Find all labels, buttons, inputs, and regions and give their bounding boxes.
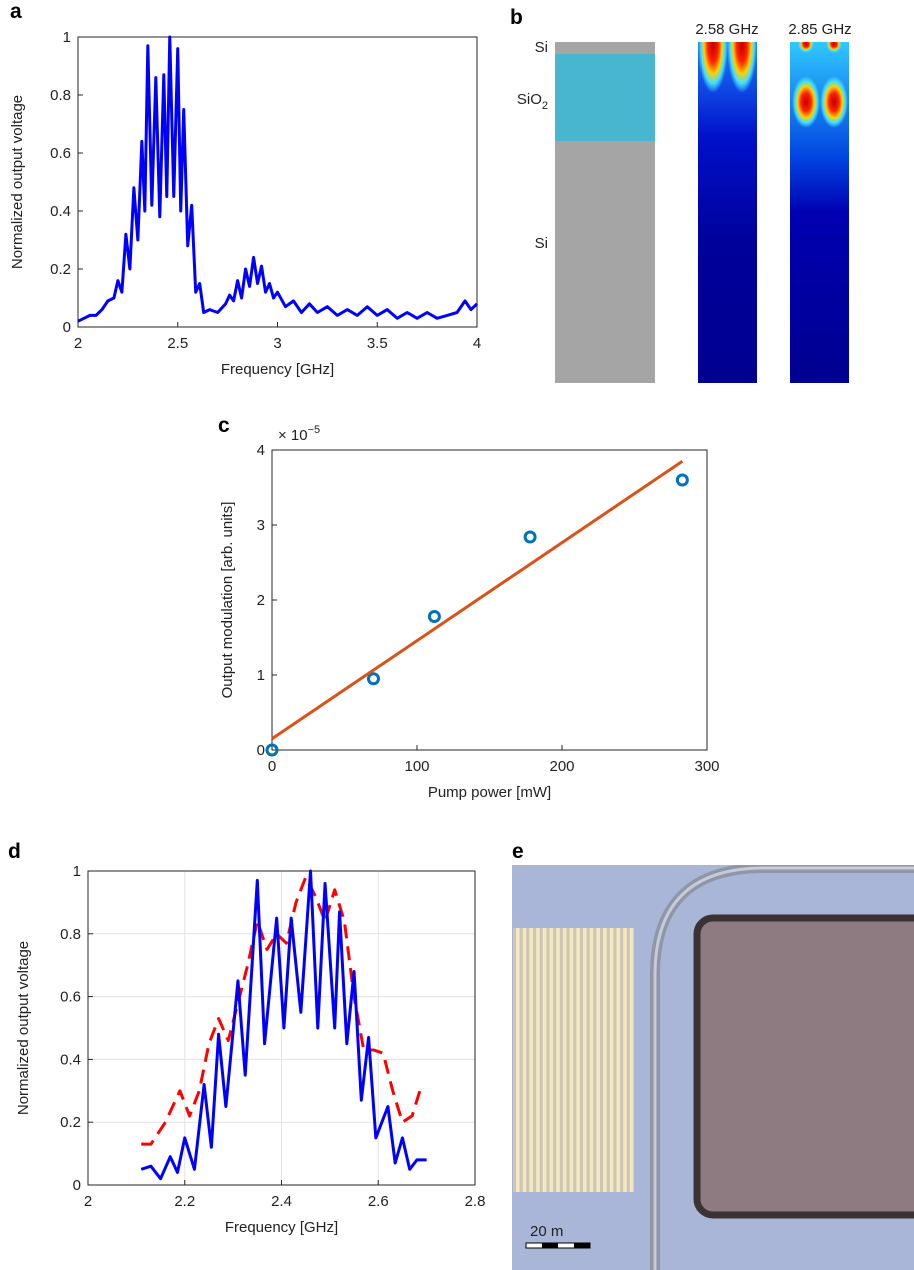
ring [653,866,914,1270]
data-point [523,530,537,544]
x-tick-label: 2 [74,335,82,352]
multiplier-base: × 10 [278,427,308,444]
finger [589,928,594,1192]
pad [693,914,914,1219]
data-point [675,473,689,487]
scale-bar [542,1243,558,1248]
mode-plot [790,42,849,383]
layer-label: SiO2 [517,91,548,112]
si-top-layer [555,42,655,54]
y-tick-label: 1 [73,863,81,880]
finger [549,928,554,1192]
panel-label: b [510,6,523,29]
layer-label: Si [535,39,548,56]
data-point [265,743,279,757]
finger [623,928,627,1192]
finger [629,928,634,1192]
axes-frame [271,449,708,751]
y-tick-label: 0.8 [60,926,81,943]
data-point [367,672,380,686]
finger [516,928,520,1192]
y-axis-label: Output modulation [arb. units] [219,502,236,699]
finger [536,928,540,1192]
finger [529,928,533,1192]
y-tick-label: 0.6 [60,989,81,1006]
x-tick-label: 2.6 [368,1193,389,1210]
axes-frame [87,870,476,1186]
finger [576,928,580,1192]
x-axis-label: Frequency [GHz] [221,361,334,378]
x-tick-label: 2.2 [174,1193,195,1210]
y-tick-label: 0.6 [50,145,71,162]
finger [596,928,600,1192]
y-tick-label: 1 [257,667,265,684]
layer-label-subscript: 2 [542,100,548,112]
scale-bar [574,1243,590,1248]
plot-area [78,37,477,327]
finger [609,928,614,1192]
panel-b: b Si SiO2 Si 2.58 GHz 2.85 GHz [510,6,852,383]
plot-area [272,450,707,750]
finger [542,928,547,1192]
panel-label: d [8,840,21,863]
y-tick-label: 3 [257,517,265,534]
y-axis-label: Normalized output voltage [9,95,26,269]
x-axis-label: Pump power [mW] [428,784,551,801]
x-tick-label: 0 [268,758,276,775]
x-tick-label: 2.8 [465,1193,486,1210]
x-tick-label: 3 [273,335,281,352]
y-tick-label: 0.2 [50,261,71,278]
si-substrate [555,141,655,383]
finger [562,928,567,1192]
x-tick-label: 2 [84,1193,92,1210]
data-line [77,35,479,323]
y-tick-label: 0 [73,1177,81,1194]
y-tick-label: 0.4 [60,1051,81,1068]
data-line [141,875,424,1146]
panel-label: a [10,0,22,23]
x-axis-label: Frequency [GHz] [225,1219,338,1236]
x-tick-label: 100 [404,758,429,775]
y-tick-label: 0.8 [50,87,71,104]
y-tick-label: 1 [63,29,71,46]
x-tick-label: 300 [694,758,719,775]
finger [583,928,587,1192]
y-tick-label: 0.2 [60,1114,81,1131]
mode-title: 2.58 GHz [695,21,758,38]
mode-plot [698,42,757,383]
y-tick-label: 4 [257,442,265,459]
y-tick-label: 0 [257,742,265,759]
y-tick-label: 0.4 [50,203,71,220]
x-tick-label: 2.4 [271,1193,292,1210]
panel-e: e 20 m [512,840,914,1270]
mode-title: 2.85 GHz [788,21,851,38]
fit-line [271,460,684,740]
sio2-layer [555,54,655,141]
x-tick-label: 2.5 [167,335,188,352]
finger [556,928,560,1192]
panel-label: c [218,414,230,437]
y-tick-label: 2 [257,592,265,609]
axes-frame [77,36,478,328]
finger [522,928,527,1192]
idt-fingers [516,928,634,1192]
data-line [140,869,427,1181]
axis-multiplier: × 10−5 [278,424,320,444]
finger [616,928,621,1192]
finger [603,928,607,1192]
panel-label: e [512,840,524,863]
x-tick-label: 200 [549,758,574,775]
y-axis-label: Normalized output voltage [15,941,32,1115]
scale-bar-label: 20 m [530,1223,563,1240]
multiplier-exponent: −5 [308,424,321,436]
layer-label-text: SiO [517,91,542,108]
finger [569,928,574,1192]
x-tick-label: 4 [473,335,481,352]
y-tick-label: 0 [63,319,71,336]
x-tick-label: 3.5 [367,335,388,352]
data-point [427,610,441,623]
layer-label: Si [535,235,548,252]
